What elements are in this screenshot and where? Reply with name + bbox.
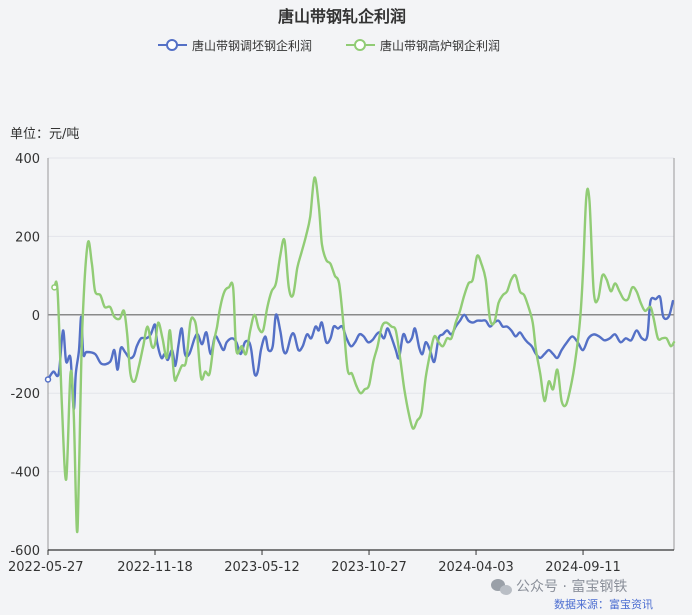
series-start-point-1[interactable] bbox=[44, 376, 52, 383]
wechat-icon bbox=[491, 579, 512, 595]
y-tick-label: 200 bbox=[15, 230, 40, 245]
legend-item-2[interactable]: 唐山带钢高炉钢企利润 bbox=[346, 38, 500, 53]
series-start-point-2[interactable] bbox=[51, 284, 58, 291]
y-axis: 400 200 0 -200 -400 -600 bbox=[10, 152, 675, 559]
series-layer bbox=[44, 176, 676, 534]
watermark-main: 公众号 · 富宝钢铁 bbox=[516, 578, 627, 595]
x-tick-label: 2024-04-03 bbox=[438, 560, 514, 575]
watermark-sub: 数据来源：富宝资讯 bbox=[554, 597, 653, 611]
series-line-2[interactable] bbox=[53, 176, 676, 534]
legend-label-1: 唐山带钢调坯钢企利润 bbox=[192, 38, 312, 53]
y-tick-label: -600 bbox=[10, 544, 40, 559]
legend-label-2: 唐山带钢高炉钢企利润 bbox=[380, 38, 500, 53]
legend-marker-1 bbox=[166, 39, 178, 51]
y-tick-label: -200 bbox=[10, 387, 40, 402]
y-tick-label: 0 bbox=[32, 309, 40, 324]
x-axis: 2022-05-27 2022-11-18 2023-05-12 2023-10-27… bbox=[8, 549, 674, 575]
y-tick-label: 400 bbox=[15, 152, 40, 167]
x-tick-label: 2022-05-27 bbox=[8, 560, 84, 575]
x-tick-label: 2023-05-12 bbox=[224, 560, 300, 575]
legend-marker-2 bbox=[354, 39, 366, 51]
x-tick-label: 2024-09-11 bbox=[545, 560, 621, 575]
unit-label: 单位：元/吨 bbox=[10, 127, 79, 142]
legend-item-1[interactable]: 唐山带钢调坯钢企利润 bbox=[158, 38, 312, 53]
x-tick-label: 2023-10-27 bbox=[331, 560, 407, 575]
legend[interactable]: 唐山带钢调坯钢企利润 唐山带钢高炉钢企利润 bbox=[158, 38, 500, 53]
watermark: 公众号 · 富宝钢铁 数据来源：富宝资讯 bbox=[491, 578, 653, 611]
x-tick-label: 2022-11-18 bbox=[117, 560, 193, 575]
chart-title: 唐山带钢轧企利润 bbox=[278, 7, 406, 26]
y-tick-label: -400 bbox=[10, 466, 40, 481]
